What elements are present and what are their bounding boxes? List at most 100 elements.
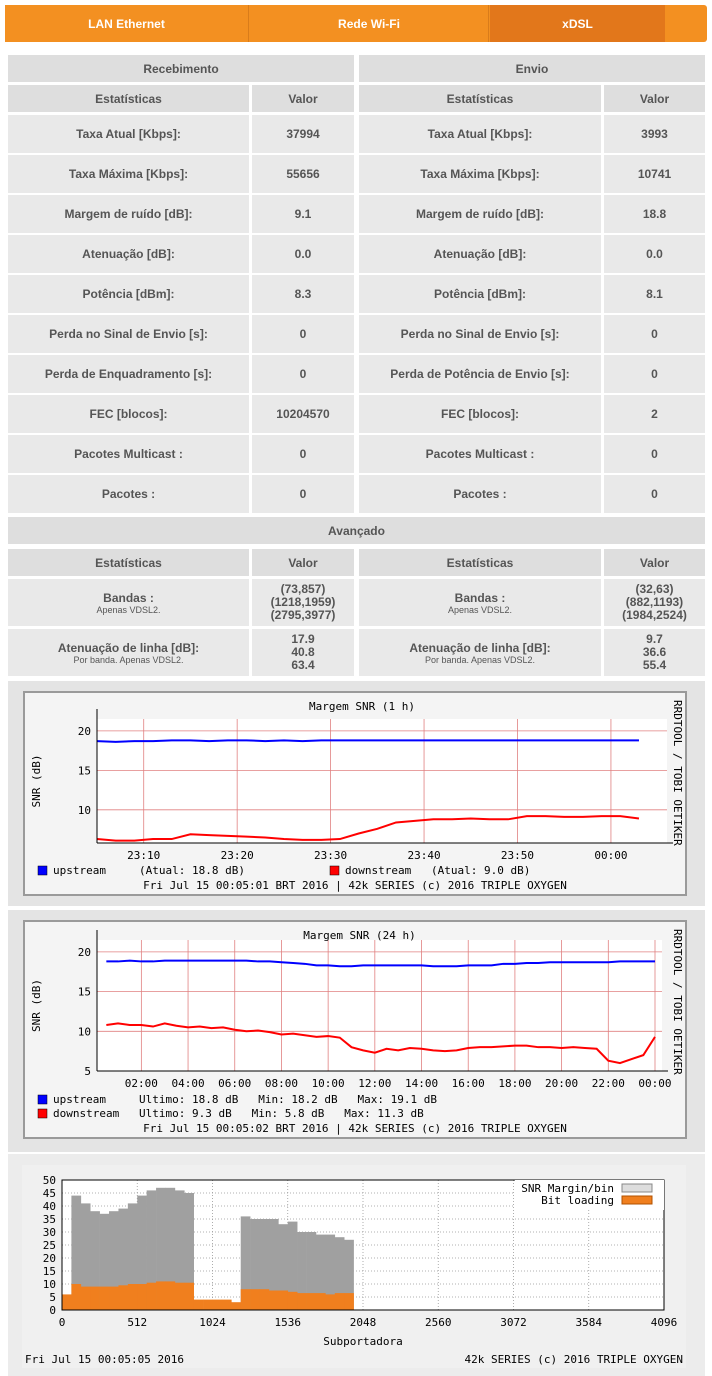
row-value: 0 [252, 435, 354, 473]
column-header: Valor [604, 85, 705, 112]
row-note: Apenas VDSL2. [447, 604, 513, 615]
row-label: Atenuação de linha [dB]: [409, 640, 551, 655]
row-label: Taxa Atual [Kbps]: [359, 115, 601, 153]
y-tick-label: 10 [43, 1278, 56, 1291]
bar [259, 1219, 270, 1310]
x-tick-label: 12:00 [358, 1077, 391, 1090]
chart: 10 15 20 23:10 23:20 23:30 23:40 23:50 00:00 Marg… [23, 691, 687, 896]
data-line [96, 815, 640, 842]
row-value: 2 [604, 395, 705, 433]
bar [99, 1286, 110, 1310]
tab[interactable]: Rede Wi-Fi [250, 5, 489, 42]
y-tick-label: 25 [43, 1239, 56, 1252]
bar [212, 1299, 223, 1310]
bar [287, 1291, 298, 1310]
row-value: (73,857) (1218,1959) (2795,3977) [252, 579, 354, 626]
y-tick-label: 0 [49, 1304, 56, 1317]
bar [71, 1284, 82, 1310]
row-value: 8.3 [252, 275, 354, 313]
legend-label: Bit loading [541, 1194, 614, 1207]
row-value: (32,63) (882,1193) (1984,2524) [604, 579, 705, 626]
legend-note: Ultimo: 18.8 dB Min: 18.2 dB Max: 19.1 d… [139, 1093, 437, 1106]
row-label: Atenuação [dB]: [359, 235, 601, 273]
row-label: Bandas : Apenas VDSL2. [359, 579, 601, 626]
bar [174, 1282, 185, 1310]
bar [156, 1281, 166, 1310]
row-label: Pacotes Multicast : [8, 435, 249, 473]
legend-label: upstream [53, 864, 106, 877]
legend-label: downstream [345, 864, 412, 877]
bar [240, 1216, 251, 1310]
row-label: Pacotes Multicast : [359, 435, 601, 473]
y-tick-label: 20 [78, 725, 91, 738]
bar [137, 1195, 147, 1310]
tab[interactable]: xDSL [490, 5, 665, 42]
bar [325, 1234, 336, 1310]
column-header: Valor [252, 549, 354, 576]
y-tick-label: 10 [78, 804, 91, 817]
y-tick-label: 30 [43, 1226, 56, 1239]
row-label: Perda no Sinal de Envio [s]: [8, 315, 249, 353]
row-value: 3993 [604, 115, 705, 153]
x-tick-label: 23:20 [221, 849, 254, 862]
data-line [106, 1022, 656, 1065]
legend-note: Ultimo: 9.3 dB Min: 5.8 dB Max: 11.3 dB [139, 1107, 424, 1120]
row-value: 0 [604, 315, 705, 353]
column-header: Estatísticas [359, 549, 601, 576]
row-label: Taxa Atual [Kbps]: [8, 115, 249, 153]
row-label: Margem de ruído [dB]: [359, 195, 601, 233]
bar [315, 1293, 326, 1310]
row-value: 0.0 [604, 235, 705, 273]
x-tick-label: 14:00 [405, 1077, 438, 1090]
side-text: RRDTOOL / TOBI OETIKER [671, 929, 684, 1075]
row-label: Perda de Enquadramento [s]: [8, 355, 249, 393]
y-tick-label: 50 [43, 1174, 56, 1187]
footer: Fri Jul 15 00:05:01 BRT 2016 | 42k SERIE… [143, 879, 567, 892]
row-label: Atenuação de linha [dB]: Por banda. Apena… [8, 629, 249, 676]
row-value-line: 55.4 [642, 658, 667, 672]
legend-label: downstream [53, 1107, 120, 1120]
bar [268, 1290, 279, 1310]
row-value: 37994 [252, 115, 354, 153]
row-label: Potência [dBm]: [8, 275, 249, 313]
y-tick-label: 5 [84, 1065, 91, 1078]
legend-label: upstream [53, 1093, 106, 1106]
row-value: 9.1 [252, 195, 354, 233]
bar [334, 1293, 345, 1310]
bar [80, 1203, 91, 1310]
bar [325, 1294, 336, 1310]
footer: Fri Jul 15 00:05:02 BRT 2016 | 42k SERIE… [143, 1122, 567, 1135]
bar [231, 1302, 242, 1310]
chart-title: Margem SNR (1 h) [309, 700, 415, 713]
legend-swatch [621, 1195, 653, 1205]
row-label: Margem de ruído [dB]: [8, 195, 249, 233]
row-label: Atenuação [dB]: [8, 235, 249, 273]
bar [250, 1219, 260, 1310]
y-tick-label: 15 [78, 764, 91, 777]
row-value-line: (1218,1959) [270, 595, 336, 609]
bar [344, 1293, 354, 1310]
section-title: Avançado [8, 517, 705, 544]
x-tick-label: 23:30 [314, 849, 347, 862]
row-label: Perda no Sinal de Envio [s]: [359, 315, 601, 353]
bar [90, 1211, 100, 1310]
row-label: FEC [blocos]: [359, 395, 601, 433]
x-tick-label: 23:10 [127, 849, 160, 862]
x-tick-label: 02:00 [125, 1077, 158, 1090]
legend-label: SNR Margin/bin [521, 1182, 614, 1195]
row-value-line: 36.6 [642, 645, 667, 659]
row-label: Bandas : Apenas VDSL2. [8, 579, 249, 626]
row-note: Apenas VDSL2. [96, 604, 161, 615]
bar [315, 1234, 326, 1310]
tab[interactable]: LAN Ethernet [5, 5, 249, 42]
bar [174, 1190, 185, 1310]
bar [250, 1289, 260, 1310]
column-header: Estatísticas [359, 85, 601, 112]
bar [297, 1232, 307, 1310]
table-title: Recebimento [8, 55, 354, 82]
legend-swatch [37, 1094, 48, 1105]
x-tick-label: 0 [59, 1316, 66, 1329]
plot-area [97, 719, 667, 843]
column-header: Valor [604, 549, 705, 576]
